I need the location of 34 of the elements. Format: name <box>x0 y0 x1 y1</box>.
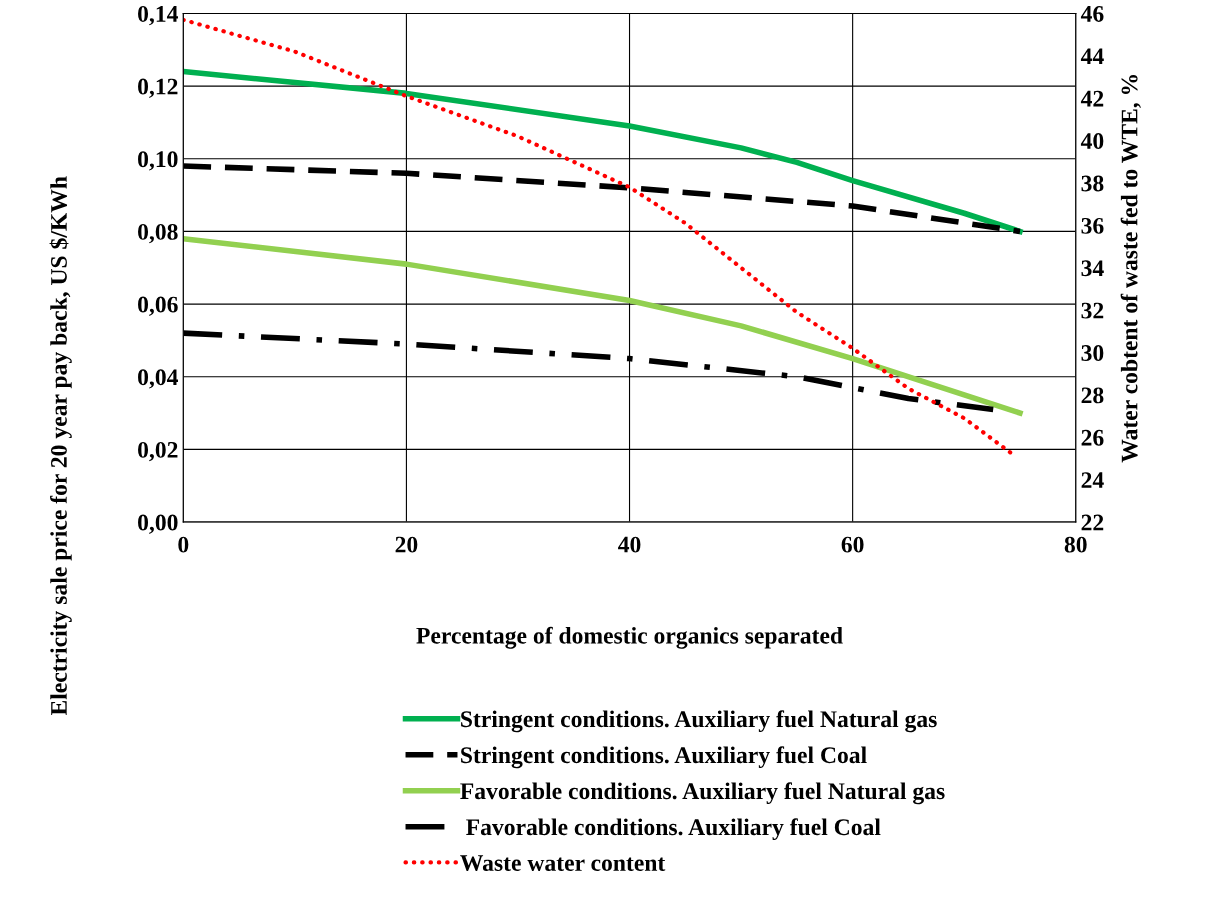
y-tick-label: 0,06 <box>138 296 178 316</box>
x-tick-label: 0 <box>178 536 189 553</box>
y-tick-label: 0,02 <box>138 441 178 462</box>
y-tick-label: 0,10 <box>138 151 178 171</box>
y2-axis-title: Water cobtent of waste fed to WTE, % <box>1120 74 1141 463</box>
x-tick-label: 20 <box>395 536 418 553</box>
y-tick-label: 0,12 <box>138 78 178 98</box>
y2-tick-label: 34 <box>1081 260 1104 277</box>
y-tick-label: 0,04 <box>138 369 179 389</box>
legend-label: Waste water content <box>460 855 666 872</box>
y-tick-label: 0,00 <box>138 514 178 534</box>
y2-tick-label: 38 <box>1081 175 1104 192</box>
y2-tick-label: 22 <box>1081 514 1104 531</box>
y2-tick-label: 32 <box>1081 302 1104 319</box>
y2-tick-label: 24 <box>1081 472 1104 488</box>
y2-tick-label: 40 <box>1080 133 1104 150</box>
legend-label: Favorable conditions. Auxiliary fuel Natural gas <box>460 782 945 805</box>
legend-label: Stringent conditions. Auxiliary fuel Natural gas <box>461 710 937 733</box>
y2-tick-label: 42 <box>1080 90 1104 107</box>
y2-tick-label: 36 <box>1081 217 1104 234</box>
legend-label: Favorable conditions. Auxiliary fuel Coal <box>466 818 881 841</box>
y-tick-label: 0,14 <box>138 5 179 26</box>
legend-label: Stringent conditions. Auxiliary fuel Coal <box>461 746 867 769</box>
y2-tick-label: 30 <box>1081 345 1104 361</box>
y2-tick-label: 44 <box>1080 48 1104 65</box>
y2-tick-label: 46 <box>1080 6 1104 22</box>
y2-tick-label: 28 <box>1081 387 1104 404</box>
x-tick-label: 60 <box>841 536 864 553</box>
x-tick-label: 40 <box>618 536 641 553</box>
y2-tick-label: 26 <box>1081 429 1104 446</box>
y-tick-label: 0,08 <box>138 223 178 244</box>
y-axis-title: Electricity sale price for 20 year pay back, US $/KWh <box>49 176 72 716</box>
x-tick-label: 80 <box>1064 536 1087 553</box>
x-axis-title: Percentage of domestic organics separated <box>416 626 843 649</box>
